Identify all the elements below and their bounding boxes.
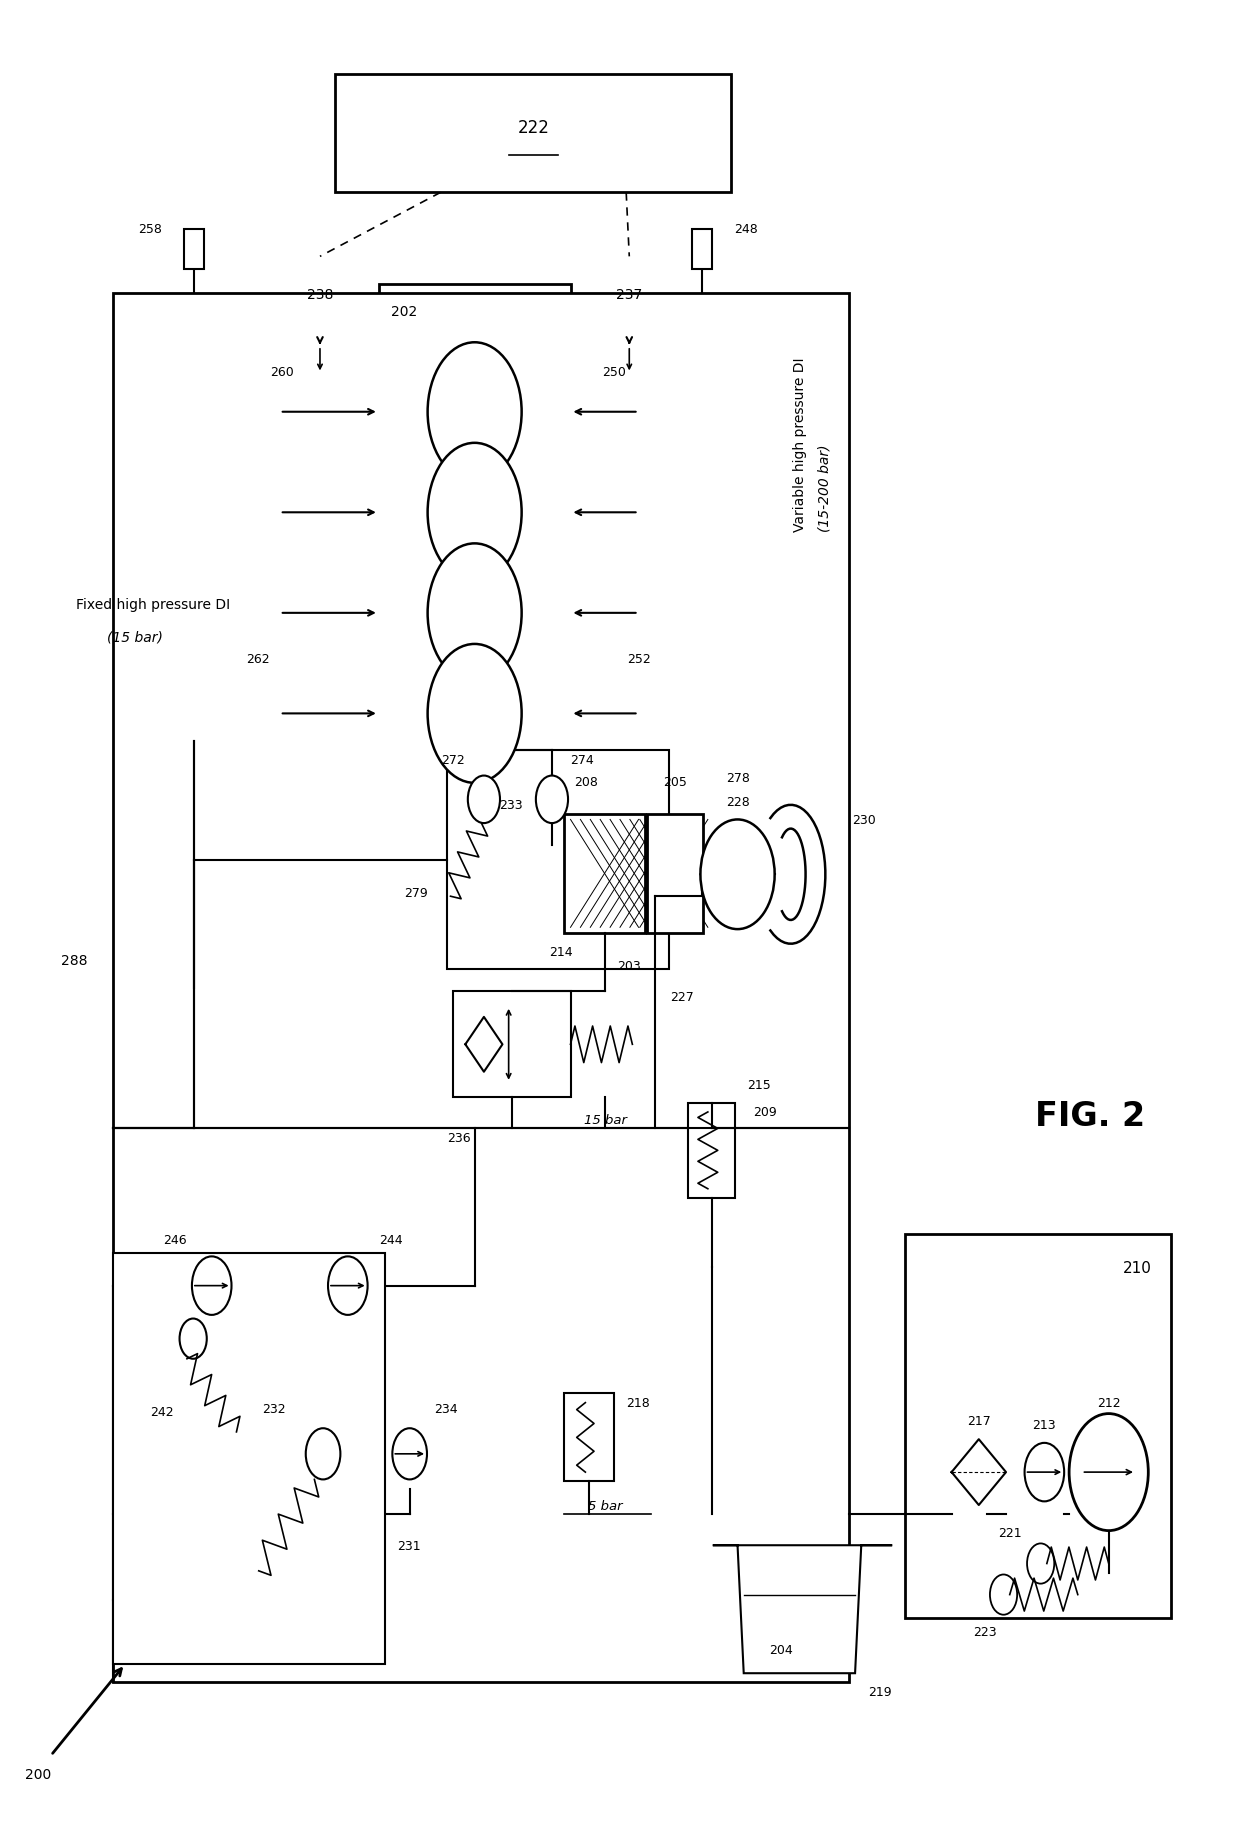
- Bar: [356, 1477, 376, 1526]
- Bar: [647, 814, 703, 933]
- Circle shape: [428, 544, 522, 683]
- Text: 203: 203: [618, 959, 641, 974]
- Circle shape: [428, 342, 522, 481]
- Text: FIG. 2: FIG. 2: [1035, 1100, 1146, 1133]
- Text: 15 bar: 15 bar: [584, 1113, 626, 1125]
- Bar: [113, 1254, 384, 1663]
- Text: 236: 236: [446, 1131, 470, 1144]
- Text: 205: 205: [663, 776, 687, 789]
- Circle shape: [306, 1429, 341, 1480]
- Text: 231: 231: [397, 1539, 420, 1552]
- Bar: [688, 304, 715, 741]
- Bar: [564, 1394, 614, 1482]
- Text: 223: 223: [973, 1625, 997, 1638]
- Text: 204: 204: [769, 1643, 792, 1656]
- Bar: [258, 580, 280, 646]
- Text: 210: 210: [1123, 1261, 1152, 1276]
- Text: 279: 279: [404, 886, 428, 900]
- Circle shape: [536, 776, 568, 824]
- Bar: [258, 479, 280, 545]
- Text: 214: 214: [549, 944, 573, 959]
- Text: 242: 242: [150, 1405, 174, 1418]
- Text: 278: 278: [727, 772, 750, 785]
- Text: 222: 222: [517, 119, 549, 137]
- Text: 233: 233: [500, 800, 523, 813]
- Text: 252: 252: [626, 653, 651, 666]
- Text: 215: 215: [748, 1078, 771, 1091]
- Text: 272: 272: [441, 754, 465, 767]
- Text: 274: 274: [570, 754, 594, 767]
- Polygon shape: [713, 1545, 893, 1673]
- Text: 217: 217: [967, 1415, 991, 1427]
- Circle shape: [392, 1429, 427, 1480]
- Bar: [258, 681, 280, 747]
- Text: 202: 202: [391, 306, 418, 318]
- Bar: [692, 231, 712, 271]
- Bar: [616, 681, 639, 747]
- Bar: [185, 231, 205, 271]
- Bar: [453, 992, 570, 1098]
- Text: 246: 246: [162, 1233, 186, 1246]
- Bar: [583, 258, 676, 339]
- Text: 258: 258: [138, 223, 161, 236]
- Text: 219: 219: [868, 1685, 892, 1698]
- Text: Variable high pressure DI: Variable high pressure DI: [794, 357, 807, 531]
- Circle shape: [428, 443, 522, 582]
- Text: 238: 238: [306, 287, 334, 302]
- Text: 237: 237: [616, 287, 642, 302]
- Text: 218: 218: [626, 1396, 650, 1409]
- Bar: [564, 814, 645, 933]
- Text: 248: 248: [734, 223, 758, 236]
- Bar: [446, 750, 670, 970]
- Text: 208: 208: [574, 776, 598, 789]
- Bar: [616, 479, 639, 545]
- Text: Fixed high pressure DI: Fixed high pressure DI: [76, 597, 229, 611]
- Text: 288: 288: [62, 953, 88, 968]
- Polygon shape: [951, 1440, 1006, 1506]
- Bar: [113, 295, 849, 1682]
- Circle shape: [192, 1257, 232, 1316]
- Text: 5 bar: 5 bar: [588, 1499, 622, 1512]
- Text: 213: 213: [1033, 1418, 1056, 1431]
- Bar: [378, 285, 570, 714]
- Circle shape: [467, 776, 500, 824]
- Circle shape: [990, 1574, 1017, 1614]
- Circle shape: [428, 644, 522, 783]
- Text: (15 bar): (15 bar): [107, 630, 162, 644]
- Text: 200: 200: [25, 1766, 52, 1781]
- Text: 221: 221: [998, 1526, 1022, 1539]
- Bar: [688, 1103, 735, 1199]
- Text: 234: 234: [434, 1402, 458, 1415]
- Circle shape: [701, 820, 775, 930]
- Text: 232: 232: [262, 1402, 285, 1415]
- Text: 228: 228: [725, 796, 749, 809]
- Circle shape: [1069, 1415, 1148, 1530]
- Text: 262: 262: [246, 653, 269, 666]
- Bar: [904, 1235, 1171, 1618]
- Text: 209: 209: [754, 1105, 777, 1118]
- Bar: [336, 75, 732, 194]
- Bar: [616, 580, 639, 646]
- Bar: [274, 258, 366, 339]
- Text: 250: 250: [601, 366, 626, 379]
- Text: 244: 244: [378, 1233, 402, 1246]
- Text: 230: 230: [853, 814, 877, 827]
- Bar: [181, 304, 208, 741]
- Circle shape: [1027, 1543, 1054, 1583]
- Bar: [616, 379, 639, 445]
- Text: 212: 212: [1097, 1396, 1121, 1409]
- Text: (15-200 bar): (15-200 bar): [818, 445, 832, 531]
- Text: 227: 227: [670, 990, 693, 1003]
- Bar: [458, 750, 492, 791]
- Circle shape: [329, 1257, 367, 1316]
- Bar: [258, 379, 280, 445]
- Circle shape: [1024, 1444, 1064, 1502]
- Circle shape: [180, 1319, 207, 1360]
- Text: 260: 260: [270, 366, 294, 379]
